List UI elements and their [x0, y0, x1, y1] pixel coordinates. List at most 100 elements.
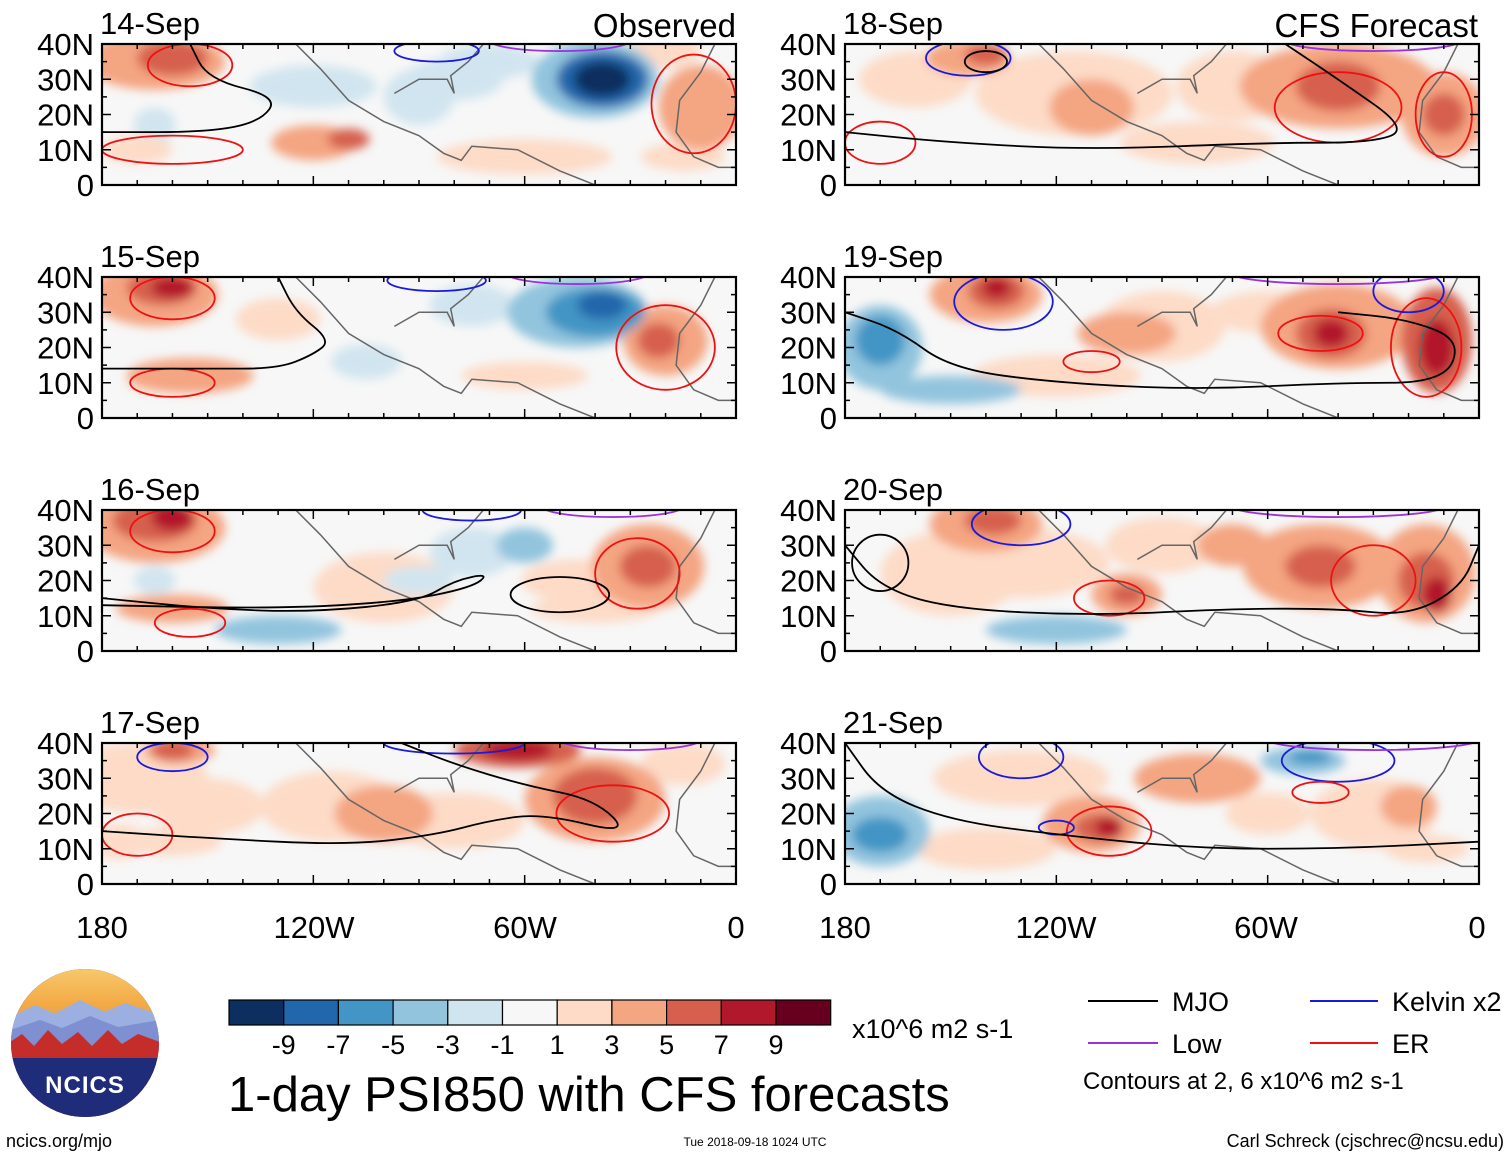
colorbar-swatch — [501, 999, 558, 1026]
contour-line — [594, 537, 681, 610]
contour-line — [925, 44, 1012, 77]
coastline-africa — [1418, 510, 1479, 635]
y-tick-label: 30N — [37, 528, 94, 563]
logo-text: NCICS — [45, 1072, 125, 1099]
colorbar-tick-label: 7 — [714, 1030, 729, 1060]
x-tick-label: 120W — [1016, 910, 1098, 945]
legend-label-kelvin: Kelvin x2 — [1392, 987, 1502, 1017]
legend-label-mjo: MJO — [1172, 987, 1229, 1017]
y-tick-label: 40N — [780, 27, 837, 62]
footer-timestamp: Tue 2018-09-18 1024 UTC — [684, 1135, 827, 1149]
contour-line — [953, 277, 1054, 331]
contour-line — [382, 743, 526, 755]
mjo-contour — [845, 544, 1479, 615]
coastline-gulf — [1136, 44, 1228, 95]
contour-line — [1390, 297, 1463, 398]
anomaly-blob — [126, 358, 254, 394]
contour-line — [153, 607, 227, 638]
y-tick-label: 0 — [77, 168, 94, 203]
colorbar-tick-label: -7 — [326, 1030, 350, 1060]
colorbar-tick-label: -1 — [490, 1030, 514, 1060]
anomaly-blob — [1285, 545, 1356, 588]
anomaly-blob — [1313, 319, 1349, 348]
footer-author: Carl Schreck (cjschrec@ncsu.edu) — [1227, 1131, 1504, 1151]
anomaly-blob — [640, 743, 726, 786]
x-tick-label: 0 — [1468, 910, 1485, 945]
contour-line — [963, 50, 1008, 74]
contour-line — [1291, 780, 1350, 804]
anomaly-field — [102, 743, 726, 860]
colorbar-swatch — [283, 999, 340, 1026]
anomaly-blob — [151, 277, 194, 299]
anomaly-blob — [855, 315, 905, 366]
footer-site: ncics.org/mjo — [6, 1131, 112, 1151]
anomaly-blob — [440, 44, 539, 80]
coastline-gulf — [1136, 510, 1228, 561]
y-tick-label: 10N — [37, 599, 94, 634]
anomaly-blob — [1225, 792, 1310, 835]
anomaly-blob — [1133, 753, 1261, 803]
x-tick-label: 120W — [274, 910, 356, 945]
y-tick-label: 10N — [780, 366, 837, 401]
legend-label-er: ER — [1392, 1029, 1430, 1059]
coastline-americas — [1038, 510, 1339, 651]
anomaly-blob — [151, 778, 265, 835]
anomaly-blob — [1077, 312, 1177, 355]
coastline-americas — [295, 44, 596, 185]
colorbar-swatch — [665, 999, 722, 1026]
contour-line — [615, 304, 716, 391]
coastline-americas — [1038, 277, 1339, 418]
x-axis-labels-right: 180 120W 60W 0 — [819, 910, 1485, 945]
y-tick-label: 0 — [820, 168, 837, 203]
mjo-contour — [102, 574, 485, 612]
anomaly-blob — [214, 615, 342, 644]
x-tick-label: 0 — [727, 910, 744, 945]
contour-line — [129, 277, 216, 321]
y-tick-label: 30N — [37, 295, 94, 330]
anomaly-blob — [1295, 61, 1381, 111]
y-tick-label: 20N — [37, 98, 94, 133]
y-tick-label: 20N — [37, 331, 94, 366]
y-tick-label: 20N — [780, 331, 837, 366]
anomaly-blob — [1419, 319, 1455, 376]
x-axis-labels-left: 180 120W 60W 0 — [76, 910, 744, 945]
anomaly-blob — [1380, 785, 1437, 828]
coastline-gulf — [393, 277, 485, 328]
anomaly-blob — [137, 44, 208, 76]
coastline-gulf — [393, 44, 485, 95]
anomaly-blob — [637, 322, 680, 359]
anomaly-blob — [964, 44, 1008, 66]
colorbar: -9 -7 -5 -3 -1 1 3 5 7 9 — [228, 999, 832, 1060]
anomaly-blob — [102, 135, 173, 164]
contour-line — [102, 134, 244, 165]
anomaly-blob — [496, 527, 553, 563]
colorbar-tick-label: -9 — [272, 1030, 296, 1060]
mjo-contour — [845, 311, 1456, 389]
y-tick-label: 0 — [820, 401, 837, 436]
colorbar-swatch — [720, 999, 777, 1026]
colorbar-swatch — [775, 999, 832, 1026]
anomaly-blob — [151, 510, 194, 532]
anomaly-blob — [461, 361, 589, 390]
contour-line — [509, 277, 646, 285]
coastline-africa — [1418, 743, 1479, 868]
anomaly-blob — [552, 767, 638, 825]
y-tick-label: 0 — [820, 867, 837, 902]
contour-line — [1062, 350, 1121, 374]
coastline-americas — [295, 743, 596, 884]
anomaly-blob — [151, 743, 194, 761]
anomaly-blob — [1095, 817, 1124, 839]
anomaly-blob — [436, 139, 613, 175]
contour-line — [1235, 277, 1441, 285]
y-tick-label: 10N — [37, 133, 94, 168]
y-tick-label: 40N — [780, 726, 837, 761]
contour-line — [977, 743, 1065, 780]
anomaly-blob — [133, 107, 176, 143]
observed-label: Observed — [593, 7, 736, 44]
contour-line — [544, 510, 682, 518]
y-tick-label: 10N — [37, 366, 94, 401]
anomaly-field — [880, 510, 1476, 644]
